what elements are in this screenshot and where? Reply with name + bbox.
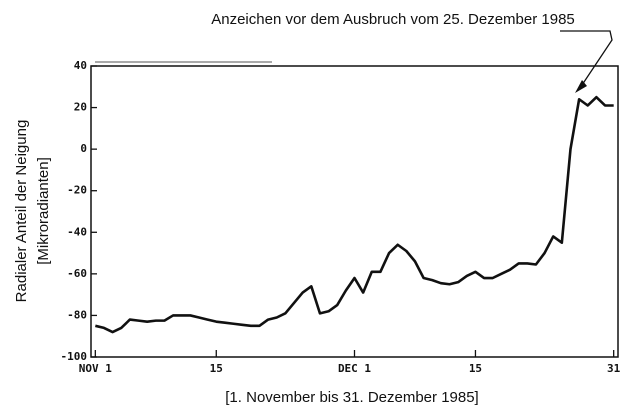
x-tick-label: DEC 1 (338, 362, 371, 375)
y-tick-label: -60 (67, 267, 87, 280)
annotation: Anzeichen vor dem Ausbruch vom 25. Dezem… (211, 11, 575, 28)
y-axis-label: [Mikroradianten] (35, 157, 52, 265)
y-tick-label: 0 (80, 142, 87, 155)
plot-frame (90, 65, 619, 358)
annotation-arrow (560, 30, 613, 89)
y-tick-label: -80 (67, 308, 87, 321)
y-tick-label: 20 (74, 101, 87, 114)
y-tick-label: -40 (67, 225, 87, 238)
y-axis-label: Radialer Anteil der Neigung (13, 120, 30, 303)
x-axis-label: [1. November bis 31. Dezember 1985] (225, 389, 478, 406)
arrow-head (575, 80, 587, 93)
x-tick-label: 15 (210, 362, 223, 375)
data-line (95, 95, 614, 334)
x-tick-label: 15 (469, 362, 482, 375)
y-tick-label: -20 (67, 184, 87, 197)
x-tick-label: 31 (607, 362, 621, 375)
y-tick-label: -100 (61, 350, 88, 363)
x-tick-label: NOV 1 (79, 362, 112, 375)
y-tick-label: 40 (74, 59, 87, 72)
